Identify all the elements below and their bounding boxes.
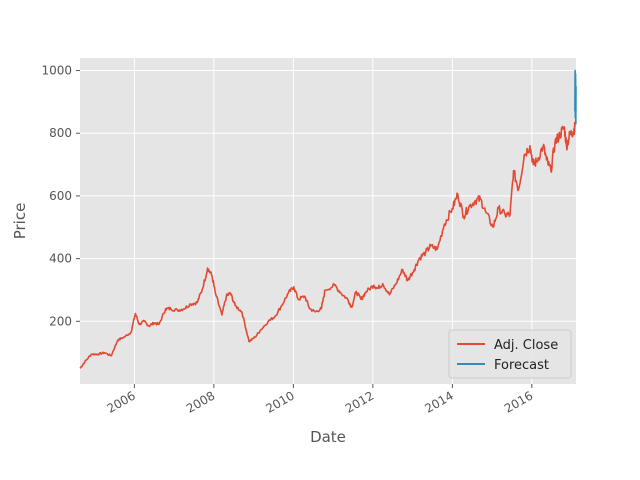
x-tick-label: 2014	[422, 388, 455, 415]
series-layer	[79, 69, 577, 369]
y-axis-label: Price	[11, 203, 29, 240]
legend-entry: Adj. Close	[494, 338, 558, 353]
y-tick-label: 600	[49, 189, 72, 203]
y-tick-label: 1000	[41, 64, 72, 78]
x-tick-label: 2012	[343, 388, 376, 415]
series-line-adj-close	[79, 121, 576, 369]
x-axis-ticks: 2006 2008 2010 2012 2014 2016	[104, 384, 535, 416]
x-tick-label: 2006	[104, 388, 137, 415]
x-tick-label: 2008	[184, 388, 217, 415]
grid-lines	[80, 58, 576, 384]
y-tick-label: 800	[49, 126, 72, 140]
x-tick-label: 2010	[263, 388, 296, 415]
x-tick-label: 2016	[502, 388, 535, 415]
series-line-forecast	[574, 69, 577, 125]
y-axis-ticks: 200 400 600 800 1000	[41, 64, 80, 328]
legend-entry: Forecast	[494, 358, 549, 373]
y-tick-label: 400	[49, 252, 72, 266]
legend: Adj. Close Forecast	[448, 329, 572, 379]
x-axis-label: Date	[310, 428, 346, 446]
y-tick-label: 200	[49, 314, 72, 328]
legend-box	[448, 329, 572, 379]
